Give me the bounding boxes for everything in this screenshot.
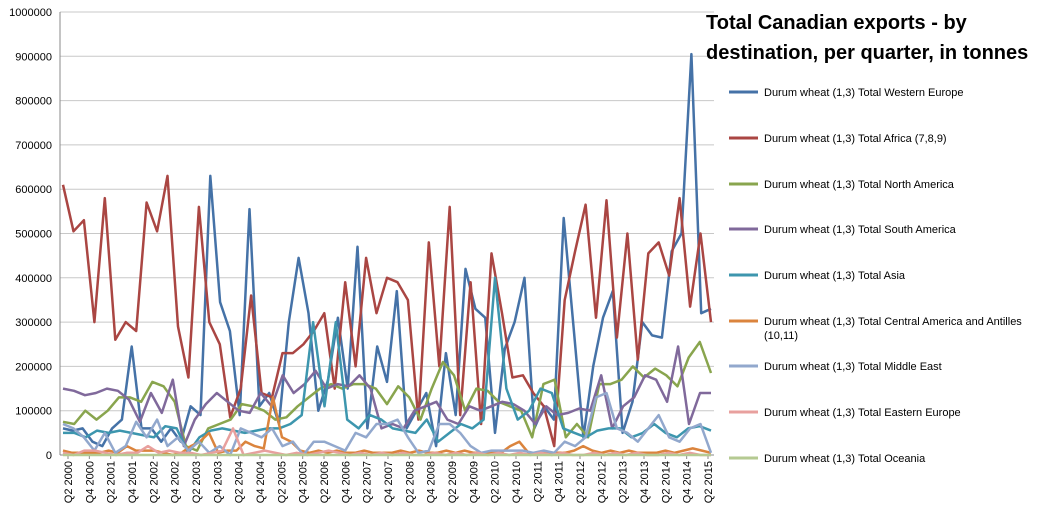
series-line <box>61 174 713 448</box>
x-tick-label: Q4 2008 <box>426 461 438 503</box>
x-tick-label: Q4 2014 <box>682 461 694 503</box>
y-tick-label: 1000000 <box>9 7 52 19</box>
legend-label: Durum wheat (1,3) Total North America <box>764 179 955 191</box>
y-tick-label: 300000 <box>15 317 52 329</box>
y-tick-label: 400000 <box>15 273 52 285</box>
x-tick-label: Q2 2007 <box>362 461 374 503</box>
legend-label: Durum wheat (1,3) Total Middle East <box>764 361 942 373</box>
x-tick-label: Q4 2012 <box>596 461 608 503</box>
legend-label: Durum wheat (1,3) Total Western Europe <box>764 87 964 99</box>
x-tick-label: Q2 2008 <box>404 461 416 503</box>
y-tick-label: 100000 <box>15 406 52 418</box>
series-line <box>62 345 711 448</box>
x-tick-label: Q2 2014 <box>660 461 672 503</box>
x-tick-label: Q2 2001 <box>106 461 118 503</box>
y-axis: 0 100000 200000 300000 400000 500000 600000 700… <box>9 7 61 462</box>
x-tick-label: Q4 2005 <box>298 461 310 503</box>
legend-label: Durum wheat (1,3) Total Africa (7,8,9) <box>764 133 947 145</box>
y-tick-label: 200000 <box>15 361 52 373</box>
legend-label: Durum wheat (1,3) Total Oceania <box>764 453 926 465</box>
x-tick-label: Q4 2006 <box>340 461 352 503</box>
x-tick-label: Q4 2007 <box>383 461 395 503</box>
y-tick-label: 600000 <box>15 184 52 196</box>
y-tick-label: 900000 <box>15 51 52 63</box>
x-tick-label: Q2 2009 <box>447 461 459 503</box>
series-line <box>62 391 713 457</box>
x-tick-label: Q2 2002 <box>148 461 160 503</box>
x-tick-label: Q2 2005 <box>276 461 288 503</box>
legend-label: Durum wheat (1,3) Total Asia <box>764 270 906 282</box>
x-tick-label: Q4 2011 <box>554 461 566 502</box>
x-tick-label: Q2 2006 <box>319 461 331 503</box>
legend-label-continued: (10,11) <box>764 330 798 342</box>
gridlines <box>60 11 714 456</box>
legend-label: Durum wheat (1,3) Total Eastern Europe <box>764 407 961 419</box>
legend-label: Durum wheat (1,3) Total South America <box>764 224 957 236</box>
x-tick-label: Q2 2010 <box>490 461 502 503</box>
x-tick-label: Q2 2015 <box>703 461 715 503</box>
series-line <box>62 340 713 452</box>
x-tick-label: Q4 2004 <box>255 461 267 503</box>
y-tick-label: 500000 <box>15 229 52 241</box>
x-tick-label: Q4 2009 <box>468 461 480 503</box>
chart-title-line: destination, per quarter, in tonnes <box>706 42 1028 64</box>
x-tick-label: Q4 2003 <box>212 461 224 503</box>
x-tick-label: Q2 2004 <box>234 461 246 503</box>
y-tick-label: 700000 <box>15 140 52 152</box>
legend-label: Durum wheat (1,3) Total Central America … <box>764 316 1022 328</box>
x-tick-label: Q4 2002 <box>170 461 182 503</box>
x-tick-label: Q2 2011 <box>532 461 544 502</box>
series-line <box>62 52 712 448</box>
chart-title-line: Total Canadian exports - by <box>706 12 968 34</box>
x-tick-label: Q4 2000 <box>84 461 96 503</box>
y-tick-label: 0 <box>46 450 52 462</box>
series-lines <box>61 52 713 457</box>
x-tick-label: Q4 2001 <box>127 461 139 503</box>
x-tick-label: Q2 2003 <box>191 461 203 503</box>
x-axis: Q2 2000 Q4 2000 Q2 2001 Q4 2001 Q2 2002 Q4 20… <box>60 454 715 503</box>
x-tick-label: Q4 2013 <box>639 461 651 503</box>
legend: Durum wheat (1,3) Total Western Europe Du… <box>729 87 1022 465</box>
x-tick-label: Q2 2000 <box>63 461 75 503</box>
x-tick-label: Q2 2012 <box>575 461 587 503</box>
x-tick-label: Q2 2013 <box>618 461 630 503</box>
chart-title: Total Canadian exports - by destination, … <box>706 12 1028 64</box>
x-tick-label: Q4 2010 <box>511 461 523 503</box>
y-tick-label: 800000 <box>15 96 52 108</box>
